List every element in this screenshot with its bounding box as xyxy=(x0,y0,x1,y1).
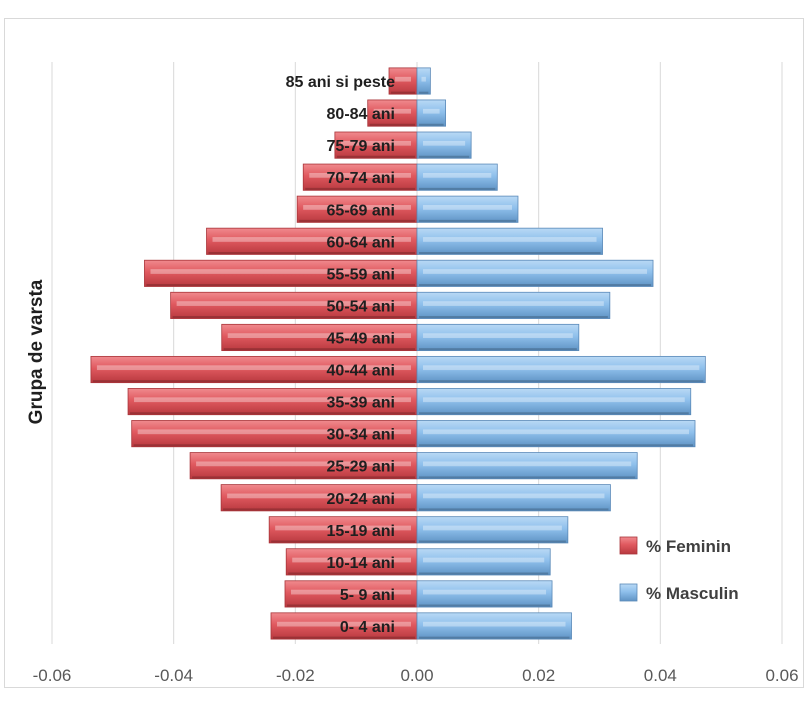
bar-masculin-12 xyxy=(416,227,603,255)
bar-masculin-11 xyxy=(416,259,654,287)
bar-masculin-1 xyxy=(416,580,553,608)
bar-masculin-10 xyxy=(416,291,611,319)
chart-frame xyxy=(4,18,804,688)
category-label: 0- 4 ani xyxy=(340,619,395,636)
bar-feminin-15 xyxy=(334,131,418,159)
x-tick-label: 0.00 xyxy=(400,666,433,685)
category-label: 60-64 ani xyxy=(327,234,395,251)
x-tick-label: -0.04 xyxy=(154,666,193,685)
legend-item-feminin: % Feminin xyxy=(619,536,731,556)
category-label: 5- 9 ani xyxy=(340,587,395,604)
bar-masculin-7 xyxy=(416,388,692,416)
bar-feminin-16 xyxy=(367,99,418,127)
x-tick-label: -0.02 xyxy=(276,666,315,685)
y-axis-label: Grupa de varsta xyxy=(26,279,47,424)
bar-feminin-0 xyxy=(270,612,418,640)
bar-masculin-4 xyxy=(416,484,611,512)
grid-lines xyxy=(51,62,783,644)
legend-swatch xyxy=(619,536,638,555)
x-tick-label: 0.06 xyxy=(765,666,798,685)
category-label: 20-24 ani xyxy=(327,491,395,508)
bar-masculin-0 xyxy=(416,612,572,640)
bar-feminin-9 xyxy=(221,323,418,352)
category-label: 35-39 ani xyxy=(327,395,395,412)
bar-feminin-4 xyxy=(220,484,418,512)
bar-feminin-1 xyxy=(284,580,418,608)
category-label: 25-29 ani xyxy=(327,459,395,476)
bar-masculin-14 xyxy=(416,163,498,191)
bar-masculin-6 xyxy=(416,420,696,448)
x-axis-tick-labels: -0.06 -0.04 -0.02 0.00 0.02 0.04 0.06 xyxy=(33,666,799,685)
category-label: 50-54 ani xyxy=(327,298,395,315)
legend-item-masculin: % Masculin xyxy=(619,583,739,603)
category-label: 75-79 ani xyxy=(327,138,395,155)
category-label: 55-59 ani xyxy=(327,266,395,283)
legend-swatch xyxy=(619,583,638,602)
bar-masculin-9 xyxy=(416,323,580,352)
category-label: 40-44 ani xyxy=(327,363,395,380)
bar-masculin-15 xyxy=(416,131,472,159)
x-tick-label: 0.04 xyxy=(644,666,677,685)
bar-masculin-2 xyxy=(416,548,551,576)
bar-feminin-14 xyxy=(302,163,418,191)
x-tick-label: -0.06 xyxy=(33,666,72,685)
category-label: 80-84 ani xyxy=(327,106,395,123)
category-label: 85 ani si peste xyxy=(286,74,395,91)
bar-feminin-11 xyxy=(144,259,418,287)
category-label: 30-34 ani xyxy=(327,427,395,444)
bar-feminin-2 xyxy=(285,548,418,576)
legend-label: % Feminin xyxy=(646,537,731,556)
category-label: 65-69 ani xyxy=(327,202,395,219)
bar-masculin-5 xyxy=(416,452,638,480)
category-labels: 0- 4 ani 5- 9 ani 10-14 ani 15-19 ani 20-24 … xyxy=(286,74,395,636)
bar-masculin-8 xyxy=(416,355,706,384)
bar-feminin-10 xyxy=(170,291,418,319)
bar-feminin-6 xyxy=(131,420,418,448)
bar-feminin-12 xyxy=(206,227,418,255)
bar-masculin-13 xyxy=(416,195,519,223)
bar-feminin-13 xyxy=(296,195,418,223)
bar-feminin-5 xyxy=(189,452,418,480)
bar-feminin-7 xyxy=(127,388,418,416)
bar-feminin-3 xyxy=(268,516,418,544)
bar-masculin-3 xyxy=(416,516,569,544)
legend-label: % Masculin xyxy=(646,584,739,603)
legend: % Feminin % Masculin xyxy=(619,536,739,603)
category-label: 10-14 ani xyxy=(327,555,395,572)
category-label: 15-19 ani xyxy=(327,523,395,540)
category-label: 70-74 ani xyxy=(327,170,395,187)
bar-masculin-16 xyxy=(416,99,446,127)
x-tick-label: 0.02 xyxy=(522,666,555,685)
bar-feminin-17 xyxy=(388,67,418,95)
bars xyxy=(90,67,706,640)
bar-masculin-17 xyxy=(416,67,431,95)
category-label: 45-49 ani xyxy=(327,330,395,347)
